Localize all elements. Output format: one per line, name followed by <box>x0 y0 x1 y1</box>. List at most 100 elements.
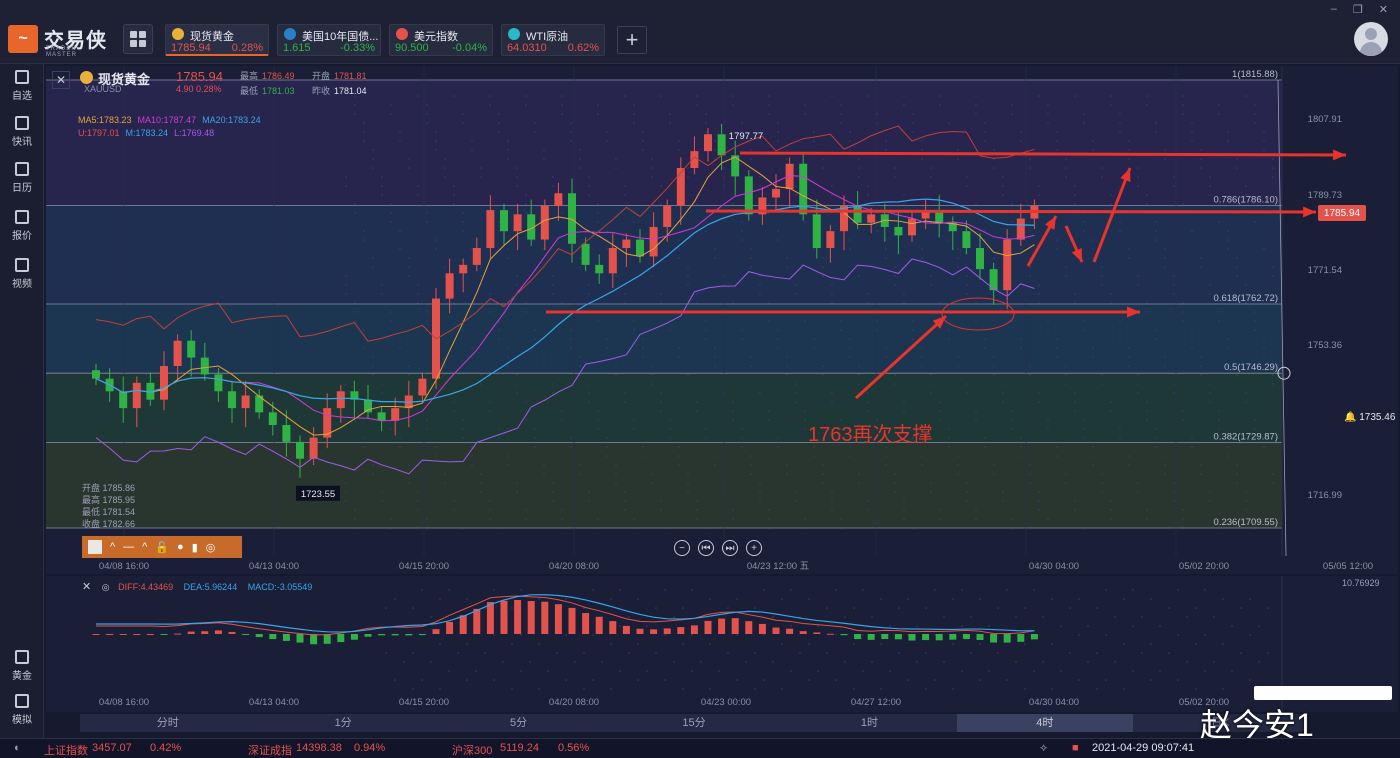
sidebar-item[interactable]: 日历 <box>0 162 44 194</box>
quote-tab[interactable]: WTI原油 64.0310 0.62% <box>501 24 605 56</box>
sidebar-item-label: 快讯 <box>12 137 32 148</box>
headset-icon[interactable]: ◐ <box>14 742 21 754</box>
unlock-icon[interactable]: 🔓 <box>155 541 170 554</box>
macd-chart[interactable]: 04/08 16:00 04/13 04:00 04/15 20:00 04/20 0… <box>46 576 1398 712</box>
map-dot <box>948 122 950 124</box>
user-avatar[interactable] <box>1354 22 1388 56</box>
map-dot <box>480 383 482 385</box>
map-dot <box>1065 167 1067 169</box>
map-dot <box>804 320 806 322</box>
trash-icon[interactable]: ▮ <box>191 541 198 554</box>
map-dot <box>1110 104 1112 106</box>
map-dot <box>984 122 986 124</box>
map-dot <box>552 176 554 178</box>
close-icon[interactable]: ✕ <box>1378 4 1388 16</box>
map-dot <box>588 284 590 286</box>
sidebar-item[interactable]: 自选 <box>0 70 44 102</box>
map-dot <box>1191 446 1193 448</box>
quote-tab[interactable]: 美国10年国债... 1.615 -0.33% <box>277 24 381 56</box>
macd-bar <box>867 634 875 640</box>
kline-chart-panel[interactable]: 1(1815.88) 0.786(1786.10) 0.618(1762.72) 0.… <box>46 66 1398 574</box>
quote-tab[interactable]: 美元指数 90.500 -0.04% <box>389 24 493 56</box>
map-dot <box>1200 167 1202 169</box>
color-swatch[interactable] <box>88 540 102 554</box>
grid-menu-button[interactable] <box>123 24 153 54</box>
chart-annotation: 1763再次支撑 <box>808 424 933 446</box>
map-dot <box>363 122 365 124</box>
map-dot <box>1254 320 1256 322</box>
map-dot <box>381 194 383 196</box>
map-dot <box>466 598 468 600</box>
map-dot <box>1024 643 1026 645</box>
map-dot <box>867 293 869 295</box>
map-dot <box>1011 419 1013 421</box>
kline-chart[interactable]: 1(1815.88)0.786(1786.10)0.618(1762.72)0.… <box>46 66 1398 574</box>
map-dot <box>394 679 396 681</box>
map-dot <box>1101 167 1103 169</box>
sidebar-item[interactable]: 快讯 <box>0 116 44 148</box>
period-tab[interactable]: 15分 <box>682 717 706 729</box>
add-quote-button[interactable]: + <box>617 26 647 54</box>
signal-icon[interactable]: ⟡ <box>1040 742 1048 754</box>
period-tab[interactable]: 1分 <box>334 717 352 729</box>
map-dot <box>651 383 653 385</box>
map-dot <box>489 410 491 412</box>
macd-panel[interactable]: 04/08 16:00 04/13 04:00 04/15 20:00 04/20 0… <box>46 576 1398 712</box>
chevron-up-icon[interactable]: ^ <box>142 541 148 553</box>
forward-icon[interactable]: ⏭ <box>722 540 738 556</box>
map-dot <box>1047 518 1049 520</box>
map-dot <box>795 284 797 286</box>
period-tab[interactable]: 分时 <box>156 717 179 729</box>
restore-icon[interactable]: ❐ <box>1352 4 1363 16</box>
macd-legend: ✕ ◎ DIFF:4.43469 DEA:5.96244 MACD:-3.055… <box>82 581 313 593</box>
map-dot <box>840 113 842 115</box>
map-dot <box>444 275 446 277</box>
map-dot <box>471 347 473 349</box>
period-tab[interactable]: 4时 <box>957 714 1133 732</box>
eye-icon[interactable]: ● <box>177 541 184 553</box>
candle-body <box>935 210 944 223</box>
map-dot <box>912 113 914 115</box>
settings-icon[interactable]: ◎ <box>101 582 110 592</box>
minimize-icon[interactable]: – <box>1330 3 1337 15</box>
macd-bar <box>310 634 318 645</box>
sidebar-item[interactable]: 视频 <box>0 258 44 290</box>
sidebar-item[interactable]: 模拟 <box>0 694 44 726</box>
period-tab[interactable]: 5分 <box>509 717 528 729</box>
sidebar-item[interactable]: 黄金 <box>0 650 44 682</box>
map-dot <box>417 95 419 97</box>
chevron-up-icon[interactable]: ^ <box>110 541 116 553</box>
map-dot <box>741 338 743 340</box>
zoom-out-icon[interactable]: − <box>674 540 690 556</box>
map-dot <box>754 688 756 690</box>
sidebar-item[interactable]: 报价 <box>0 210 44 242</box>
symbol-name[interactable]: 现货黄金 <box>98 72 151 87</box>
fib-handle[interactable] <box>1277 366 1291 380</box>
quote-tab[interactable]: 现货黄金 1785.94 0.28% <box>165 24 269 56</box>
close-chart-button[interactable]: ✕ <box>52 71 70 89</box>
zoom-in-icon[interactable]: + <box>746 540 762 556</box>
map-dot <box>993 356 995 358</box>
alert-price-label[interactable]: 🔔 1735.46 <box>1344 412 1396 423</box>
period-tab[interactable]: 1时 <box>860 717 878 729</box>
map-dot <box>592 679 594 681</box>
fib-anchor-line[interactable] <box>1277 79 1287 557</box>
map-dot <box>345 185 347 187</box>
macd-bar <box>323 634 331 644</box>
map-dot <box>394 598 396 600</box>
macd-bar <box>119 634 127 635</box>
period-tab[interactable]: 日K <box>1211 717 1230 729</box>
line-style-icon[interactable]: — <box>123 541 135 553</box>
map-dot <box>408 257 410 259</box>
map-dot <box>1209 284 1211 286</box>
map-dot <box>1222 688 1224 690</box>
map-dot <box>1164 158 1166 160</box>
map-dot <box>363 338 365 340</box>
map-dot <box>417 293 419 295</box>
map-dot <box>588 185 590 187</box>
rewind-icon[interactable]: ⏮ <box>698 540 714 556</box>
close-macd-icon[interactable]: ✕ <box>82 581 92 593</box>
settings-icon[interactable]: ◎ <box>205 541 216 554</box>
map-dot <box>1069 607 1071 609</box>
map-dot <box>1209 491 1211 493</box>
